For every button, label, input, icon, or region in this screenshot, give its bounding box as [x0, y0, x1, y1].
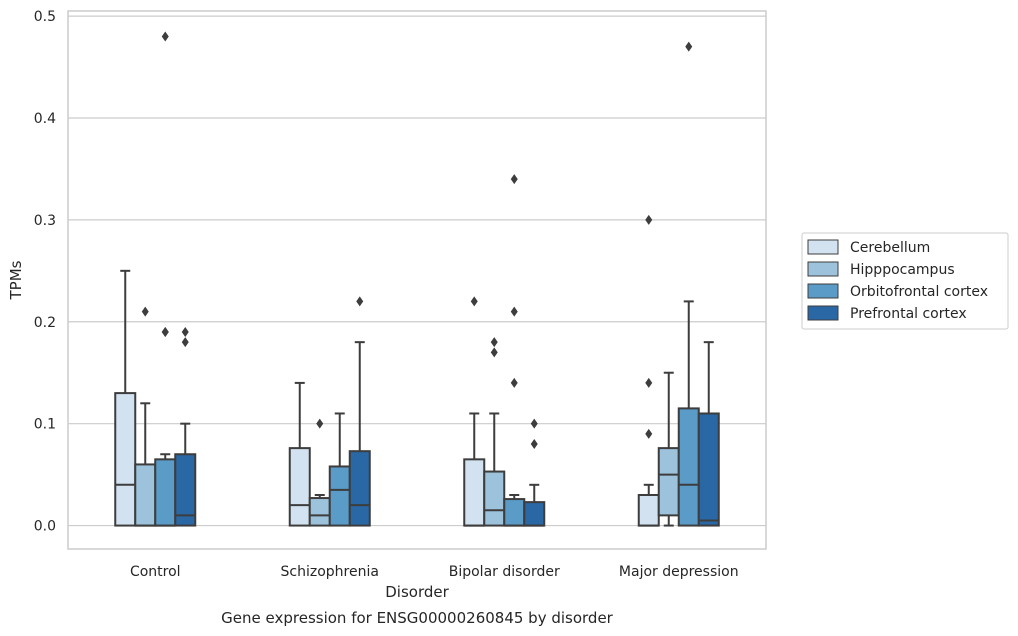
legend: Cerebellum Hipppocampus Orbitofrontal cort… — [801, 232, 1009, 330]
outlier-point — [161, 326, 169, 337]
outlier-point — [645, 377, 653, 388]
box-hipppocampus — [483, 337, 506, 527]
iqr-box — [657, 447, 680, 517]
legend-swatch — [807, 239, 839, 255]
legend-label: Orbitofrontal cortex — [850, 284, 988, 300]
iqr-box — [697, 412, 720, 527]
iqr-box — [114, 392, 137, 527]
box-hipppocampus — [308, 418, 331, 527]
legend-label: Cerebellum — [850, 240, 930, 256]
figure-caption: Gene expression for ENSG00000260845 by d… — [221, 609, 614, 627]
y-tick-label: 0.5 — [34, 9, 56, 25]
x-axis-title: Disorder — [385, 583, 449, 601]
outlier-point — [356, 296, 364, 307]
outlier-point — [510, 377, 518, 388]
y-tick-label: 0.1 — [34, 417, 56, 433]
outlier-point — [141, 306, 149, 317]
outlier-point — [685, 41, 693, 52]
legend-label: Prefrontal cortex — [850, 306, 967, 322]
y-tick-label: 0.2 — [34, 315, 56, 331]
box-cerebellum — [288, 381, 311, 527]
legend-frame — [801, 232, 1009, 330]
outlier-point — [470, 296, 478, 307]
iqr-box — [677, 407, 700, 527]
iqr-box — [288, 447, 311, 527]
box-orbitofrontal-cortex — [154, 31, 177, 527]
x-tick-label: Major depression — [619, 564, 739, 580]
legend-swatch — [807, 261, 839, 277]
x-tick-label: Bipolar disorder — [449, 564, 560, 580]
outlier-point — [645, 428, 653, 439]
outlier-point — [530, 439, 538, 450]
box-cerebellum — [463, 296, 486, 527]
outlier-point — [530, 418, 538, 429]
iqr-box — [523, 501, 546, 527]
iqr-box — [154, 458, 177, 527]
iqr-box — [174, 453, 197, 527]
outlier-point — [645, 214, 653, 225]
legend-label: Hipppocampus — [850, 262, 955, 278]
legend-item: Orbitofrontal cortex — [807, 283, 988, 300]
outlier-point — [316, 418, 324, 429]
x-tick-label: Control — [130, 564, 181, 580]
iqr-box — [637, 493, 660, 527]
y-tick-label: 0.4 — [34, 111, 56, 127]
y-tick-label: 0.3 — [34, 213, 56, 229]
outlier-point — [490, 337, 498, 348]
box-prefrontal-cortex — [523, 418, 546, 527]
y-tick-label: 0.0 — [34, 519, 56, 535]
outlier-point — [181, 337, 189, 348]
box-prefrontal-cortex — [697, 341, 720, 527]
plot-frame — [67, 10, 767, 550]
iqr-box — [134, 463, 157, 527]
y-axis-title: TPMs — [7, 260, 25, 300]
iqr-box — [503, 498, 526, 527]
iqr-box — [348, 450, 371, 527]
outlier-point — [510, 174, 518, 185]
box-hipppocampus — [657, 371, 680, 527]
outlier-point — [181, 326, 189, 337]
box-prefrontal-cortex — [174, 326, 197, 527]
legend-item: Cerebellum — [807, 239, 930, 256]
iqr-box — [308, 497, 331, 527]
outlier-point — [161, 31, 169, 42]
legend-swatch — [807, 283, 839, 299]
y-tick-labels: 0.0 0.1 0.2 0.3 0.4 0.5 — [34, 9, 56, 534]
iqr-box — [328, 465, 351, 527]
legend-swatch — [807, 305, 839, 321]
box-hipppocampus — [134, 306, 157, 527]
iqr-box — [483, 470, 506, 527]
x-tick-label: Schizophrenia — [281, 564, 379, 580]
iqr-box — [463, 458, 486, 527]
legend-item: Prefrontal cortex — [807, 305, 967, 322]
outlier-point — [510, 306, 518, 317]
box-prefrontal-cortex — [348, 296, 371, 527]
legend-item: Hipppocampus — [807, 261, 955, 278]
box-cerebellum — [114, 269, 137, 527]
box-series — [114, 31, 720, 527]
x-tick-labels: Control Schizophrenia Bipolar disorder Majo… — [130, 564, 739, 580]
box-cerebellum — [637, 214, 660, 527]
outlier-point — [490, 347, 498, 358]
